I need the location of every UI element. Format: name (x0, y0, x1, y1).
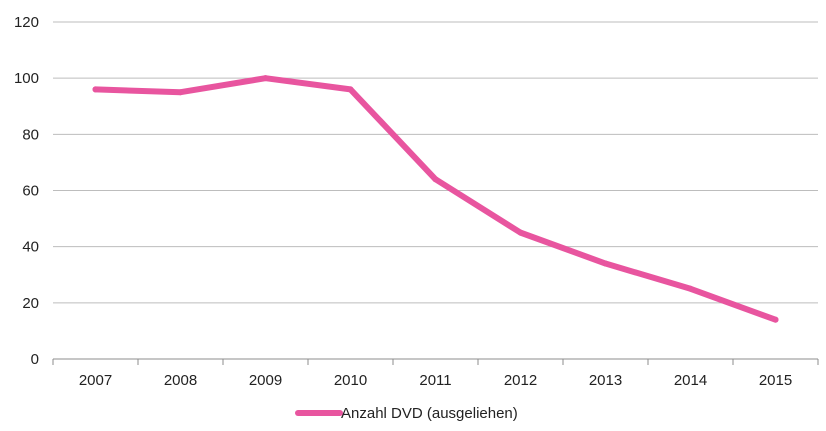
y-tick-label: 60 (22, 183, 39, 200)
series-line (92, 75, 779, 323)
x-tick-label: 2009 (249, 372, 282, 389)
gridlines (53, 21, 818, 304)
x-tick-label: 2008 (164, 372, 197, 389)
y-tick-label: 100 (14, 70, 39, 87)
data-point (177, 89, 184, 96)
y-tick-label: 40 (22, 239, 39, 256)
x-tick-label: 2011 (419, 372, 451, 389)
data-point (517, 229, 524, 236)
x-tick-label: 2010 (334, 372, 367, 389)
y-tick-label: 80 (22, 126, 39, 143)
data-point (687, 285, 694, 292)
y-tick-label: 120 (14, 14, 39, 31)
y-axis-tick-labels: 0 20 40 60 80 100 120 (14, 14, 39, 368)
plot-area (92, 75, 779, 323)
x-axis-tick-labels: 2007 2008 2009 2010 2011 2012 2013 2014 2015 (79, 372, 792, 389)
x-tick-label: 2013 (589, 372, 622, 389)
data-point (347, 86, 354, 93)
legend-label: Anzahl DVD (ausgeliehen) (341, 405, 518, 422)
x-tick-label: 2014 (674, 372, 707, 389)
data-point (602, 260, 609, 267)
data-point (262, 75, 269, 82)
data-point (92, 86, 99, 93)
x-tick-label: 2015 (759, 372, 792, 389)
x-tick-label: 2007 (79, 372, 112, 389)
data-point (772, 316, 779, 323)
x-axis (52, 358, 819, 365)
x-tick-label: 2012 (504, 372, 537, 389)
data-point (432, 176, 439, 183)
y-tick-label: 0 (31, 351, 39, 368)
y-tick-label: 20 (22, 295, 39, 312)
legend: Anzahl DVD (ausgeliehen) (295, 405, 518, 422)
